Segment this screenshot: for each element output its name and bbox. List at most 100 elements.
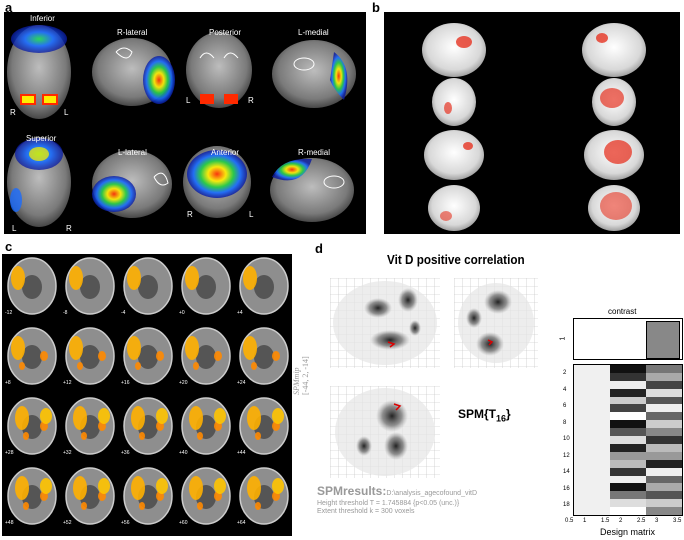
- view-label-posterior: Posterior: [209, 28, 242, 37]
- panel-a-render: Inferior R L R-lateral Posterior L R L-m…: [4, 12, 366, 234]
- height-threshold: Height threshold T = 1.745884 {p<0.05 (u…: [317, 500, 460, 507]
- dm-xtick: 3.5: [673, 518, 682, 524]
- panel-d-letter: d: [315, 241, 323, 256]
- design-matrix-cell: [574, 404, 610, 413]
- dm-xtick: 1: [583, 518, 587, 524]
- axial-slice: +52: [62, 466, 118, 527]
- axial-slice: +64: [236, 466, 292, 527]
- dm-ytick: 14: [563, 469, 570, 475]
- slice-number: +0: [179, 310, 185, 316]
- mip-label: SPMmip: [292, 367, 301, 395]
- glass-brain-sagittal: [330, 278, 440, 368]
- dm-ytick: 18: [563, 502, 570, 508]
- slice-number: +8: [5, 380, 11, 386]
- dm-ytick: 8: [563, 419, 567, 426]
- slice-number: -12: [5, 310, 13, 316]
- axial-slice: -8: [62, 256, 118, 317]
- slice-number: +52: [63, 520, 72, 526]
- design-matrix-cell: [646, 412, 682, 421]
- design-matrix-cell: [646, 475, 682, 484]
- design-matrix-cell: [610, 507, 646, 515]
- mip-coords-label: SPMmip [-44, 2, -14]: [292, 325, 312, 395]
- spm-label-main: SPM{T: [458, 407, 497, 421]
- axial-slice: +24: [236, 326, 292, 387]
- slice-number: +60: [179, 520, 188, 526]
- design-matrix-cell: [610, 443, 646, 453]
- dm-xtick: 1.5: [601, 518, 610, 524]
- axial-slice: +40: [178, 396, 234, 457]
- axial-slice: +16: [120, 326, 176, 387]
- axial-slice: +32: [62, 396, 118, 457]
- design-matrix-cell: [574, 380, 610, 390]
- design-matrix-cell: [574, 396, 610, 405]
- design-matrix-cell: [574, 459, 610, 469]
- design-matrix-cell: [646, 396, 682, 405]
- dm-xtick: 2.5: [637, 518, 646, 524]
- panel-c-letter: c: [5, 239, 13, 254]
- dm-ytick: 2: [563, 370, 567, 376]
- glass-brain-coronal: [454, 278, 538, 368]
- spm-results-block: SPMresults:D:\analysis_agecofound_vitD H…: [317, 482, 477, 515]
- slice-number: +36: [121, 450, 130, 456]
- axial-slice: +0: [178, 256, 234, 317]
- slice-number: +24: [237, 380, 246, 386]
- axial-slice: +20: [178, 326, 234, 387]
- slice-number: +40: [179, 450, 188, 456]
- side-label: L: [186, 96, 191, 105]
- design-matrix-cell: [574, 475, 610, 484]
- mip-coords: [-44, 2, -14]: [301, 356, 310, 395]
- contrast-ytick: 1: [559, 336, 567, 341]
- slice-number: +20: [179, 380, 188, 386]
- axial-slice: +48: [4, 466, 60, 527]
- design-matrix-cell: [574, 451, 610, 461]
- side-label: R: [66, 224, 72, 233]
- design-matrix-cell: [646, 499, 682, 508]
- design-matrix-cell: [610, 436, 646, 445]
- axial-slice: +60: [178, 466, 234, 527]
- dm-xtick: 3: [655, 518, 659, 524]
- dm-xtick: 0.5: [565, 518, 574, 524]
- brain-surface-grid: [422, 23, 646, 231]
- design-matrix-cell: [610, 499, 646, 508]
- dm-ytick: 4: [563, 386, 567, 393]
- design-matrix-cell: [574, 499, 610, 508]
- design-matrix-cell: [574, 491, 610, 500]
- view-label-superior: Superior: [26, 134, 57, 143]
- design-matrix-cell: [646, 436, 682, 445]
- slice-number: -8: [63, 310, 68, 316]
- brain-surface-renders: [7, 25, 356, 227]
- dm-xtick: 2: [619, 518, 623, 524]
- slice-number: +64: [237, 520, 246, 526]
- design-matrix-cell: [574, 372, 610, 382]
- side-label: L: [12, 224, 17, 233]
- design-matrix-cell: [574, 467, 610, 477]
- view-label-anterior: Anterior: [211, 148, 240, 157]
- design-matrix-cell: [610, 372, 646, 382]
- design-matrix-cell: [574, 507, 610, 515]
- design-matrix-cell: [574, 365, 610, 374]
- design-matrix-cell: [610, 491, 646, 500]
- side-label: L: [64, 108, 69, 117]
- design-matrix-cell: [610, 388, 646, 398]
- slice-number: +56: [121, 520, 130, 526]
- axial-slice: +56: [120, 466, 176, 527]
- design-matrix-label: Design matrix: [600, 527, 656, 537]
- design-matrix-cell: [610, 365, 646, 374]
- design-matrix-cell: [610, 459, 646, 469]
- glass-brain-axial: [330, 386, 440, 478]
- side-label: R: [10, 108, 16, 117]
- brain-posterior: [186, 32, 252, 108]
- panel-b-render: [384, 12, 680, 234]
- design-matrix-cell: [646, 483, 682, 492]
- design-matrix-cell: [646, 443, 682, 453]
- design-matrix-cell: [574, 388, 610, 398]
- design-matrix-cell: [646, 365, 682, 374]
- design-matrix-cell: [610, 380, 646, 390]
- design-matrix-cell: [610, 404, 646, 413]
- view-label-l-lateral: L-lateral: [118, 148, 147, 157]
- axial-slice: +36: [120, 396, 176, 457]
- design-matrix-cell: [574, 428, 610, 437]
- design-matrix-cell: [610, 467, 646, 477]
- panel-b-letter: b: [372, 0, 380, 15]
- design-matrix-cell: [610, 420, 646, 429]
